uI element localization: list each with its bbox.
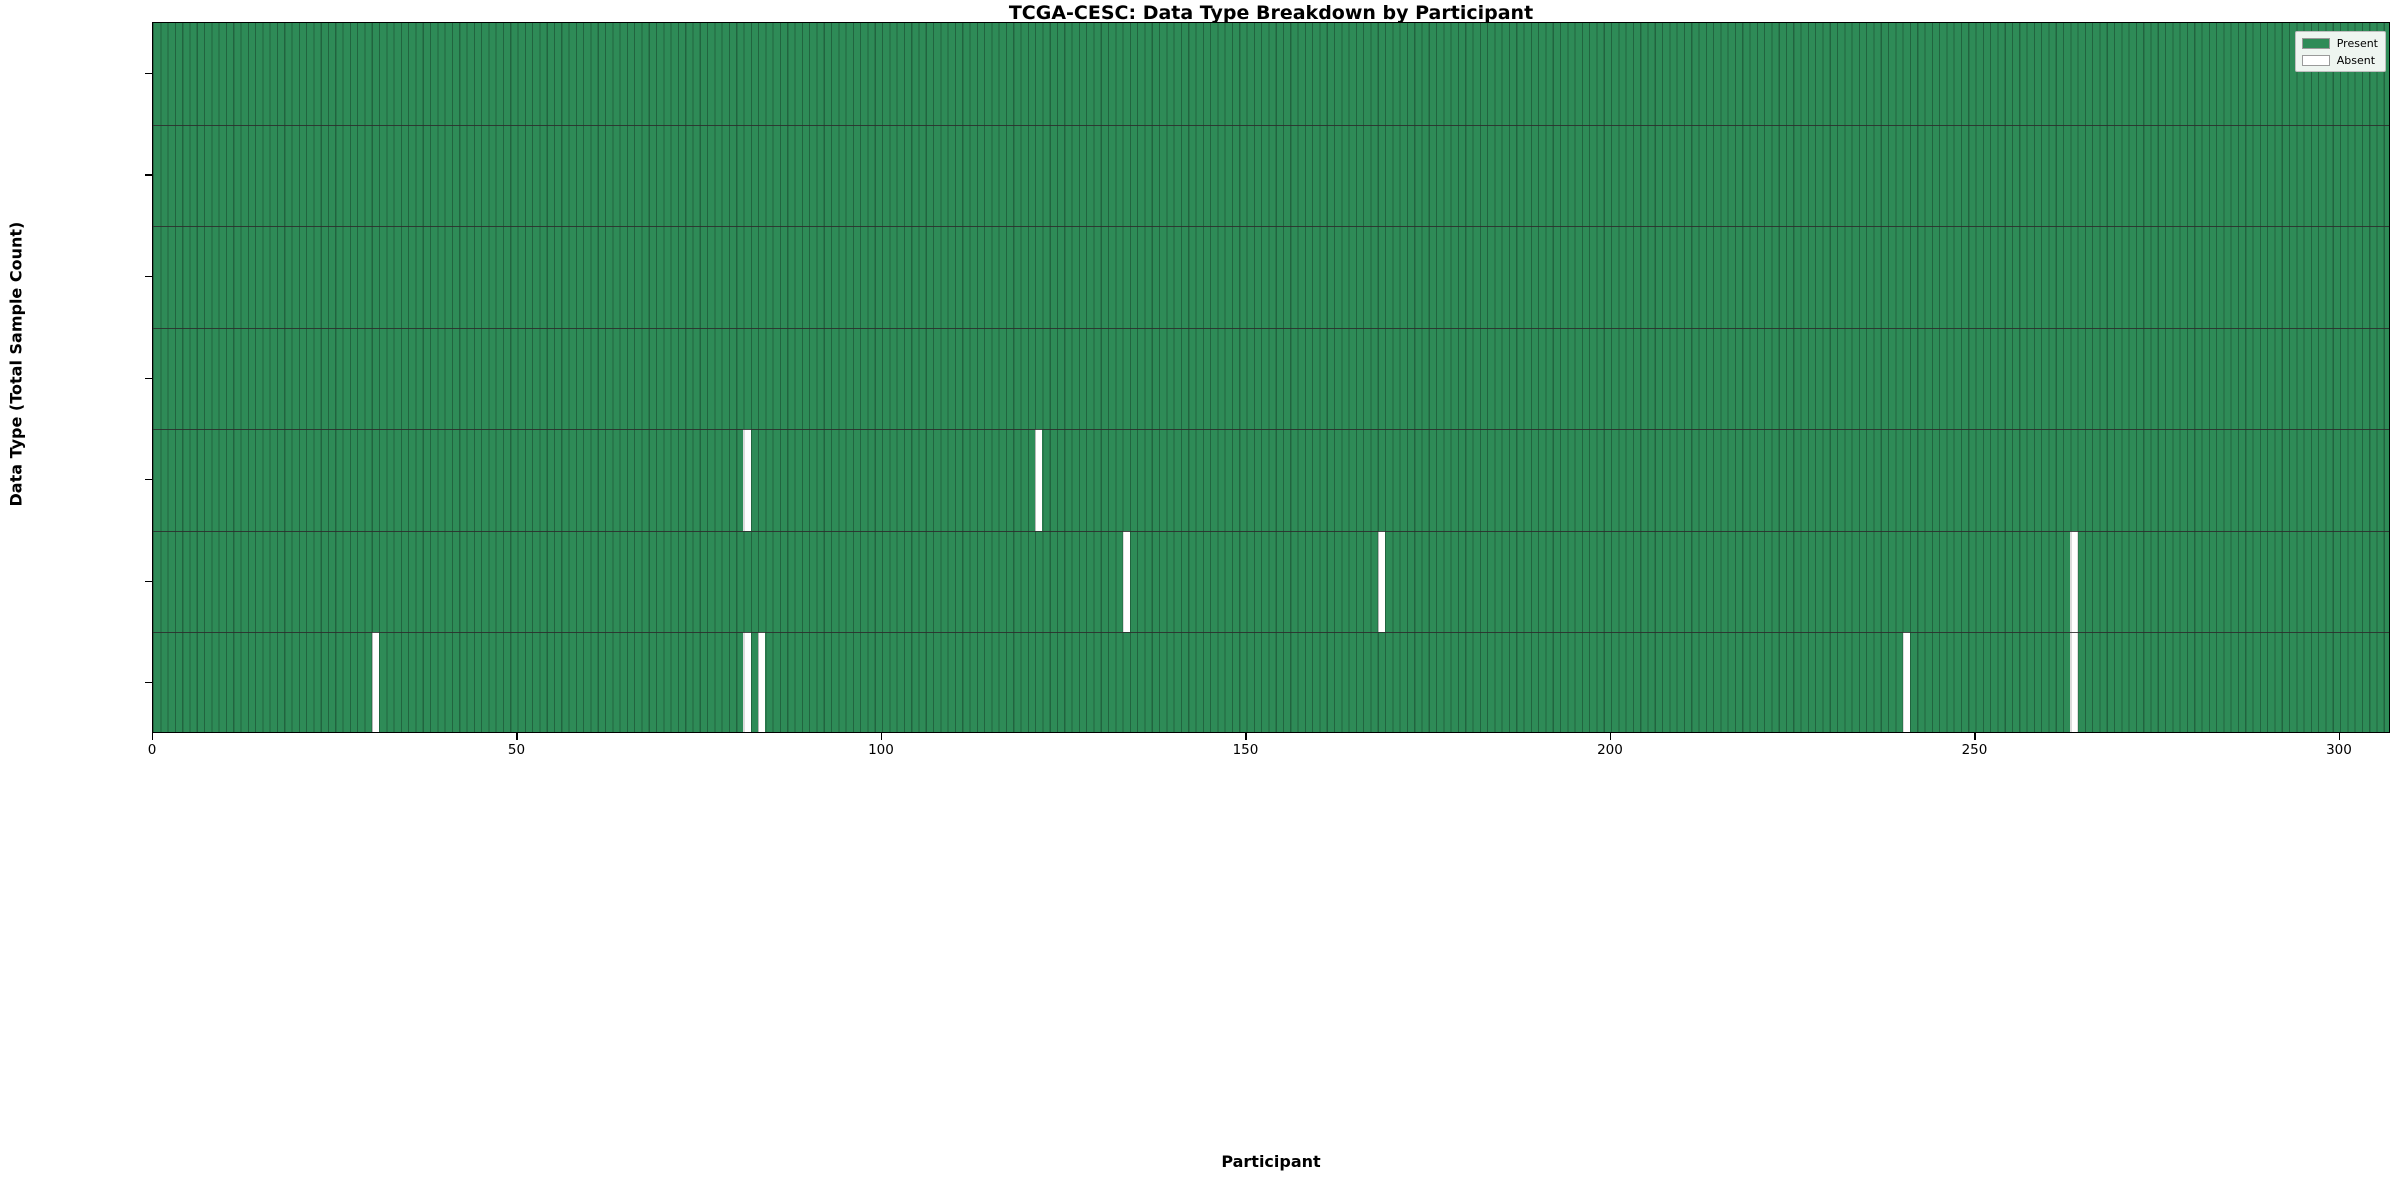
x-tick-label: 100 bbox=[868, 742, 894, 758]
y-tick-mark bbox=[145, 275, 152, 278]
x-tick-mark bbox=[152, 733, 154, 740]
heatmap-row bbox=[153, 327, 2389, 430]
legend-label: Present bbox=[2336, 36, 2378, 50]
row-separator bbox=[153, 632, 2389, 634]
legend-swatch-absent bbox=[2301, 54, 2330, 66]
row-separator bbox=[153, 429, 2389, 431]
heatmap-cell-absent bbox=[2070, 632, 2078, 732]
page-title: TCGA-CESC: Data Type Breakdown by Partic… bbox=[1008, 2, 1534, 24]
x-tick-mark bbox=[516, 733, 518, 740]
y-tick-mark bbox=[145, 682, 152, 684]
y-tick-mark bbox=[145, 174, 152, 176]
heatmap-row bbox=[153, 530, 2389, 633]
heatmap-row bbox=[153, 23, 2389, 125]
x-tick-label: 0 bbox=[147, 742, 157, 758]
y-tick-mark bbox=[145, 580, 152, 582]
heatmap-row bbox=[153, 226, 2389, 328]
y-tick-mark bbox=[145, 479, 152, 481]
x-tick-label: 300 bbox=[2326, 742, 2352, 758]
x-tick-mark bbox=[880, 733, 883, 740]
row-separator bbox=[153, 327, 2389, 329]
heatmap-cell-absent bbox=[1902, 632, 1910, 732]
y-axis-label: Data Type (Total Sample Count) bbox=[6, 221, 26, 507]
heatmap-cell-absent bbox=[1035, 429, 1043, 531]
heatmap-row bbox=[153, 632, 2389, 732]
heatmap-cell-absent bbox=[1122, 530, 1130, 633]
heatmap-cell-absent bbox=[758, 632, 766, 732]
legend-item: Present bbox=[2301, 36, 2378, 50]
x-tick-label: 200 bbox=[1597, 742, 1623, 758]
heatmap-row bbox=[153, 429, 2389, 531]
x-axis-label: Participant bbox=[1221, 1152, 1321, 1171]
x-tick-mark bbox=[2338, 733, 2341, 740]
legend-swatch-present bbox=[2301, 37, 2330, 49]
row-separator bbox=[153, 226, 2389, 228]
x-tick-mark bbox=[1974, 733, 1976, 740]
row-separator bbox=[153, 124, 2389, 126]
chart-legend: Present Absent bbox=[2294, 31, 2386, 72]
y-tick-mark bbox=[145, 72, 152, 74]
legend-label: Absent bbox=[2336, 53, 2376, 67]
legend-item: Absent bbox=[2301, 53, 2378, 67]
heatmap-plot-area bbox=[152, 22, 2390, 733]
x-tick-label: 50 bbox=[507, 742, 526, 758]
heatmap-cell-absent bbox=[1377, 530, 1385, 633]
row-separator bbox=[153, 530, 2389, 532]
x-tick-label: 250 bbox=[1961, 742, 1988, 758]
heatmap-cell-absent bbox=[2070, 530, 2078, 633]
y-tick-mark bbox=[145, 377, 152, 379]
x-tick-mark bbox=[1609, 733, 1612, 740]
heatmap-cell-absent bbox=[743, 632, 751, 732]
heatmap-row bbox=[153, 124, 2389, 227]
heatmap-cell-absent bbox=[743, 429, 751, 531]
x-tick-label: 150 bbox=[1232, 742, 1259, 758]
x-tick-mark bbox=[1245, 733, 1247, 740]
heatmap-cell-absent bbox=[371, 632, 379, 732]
